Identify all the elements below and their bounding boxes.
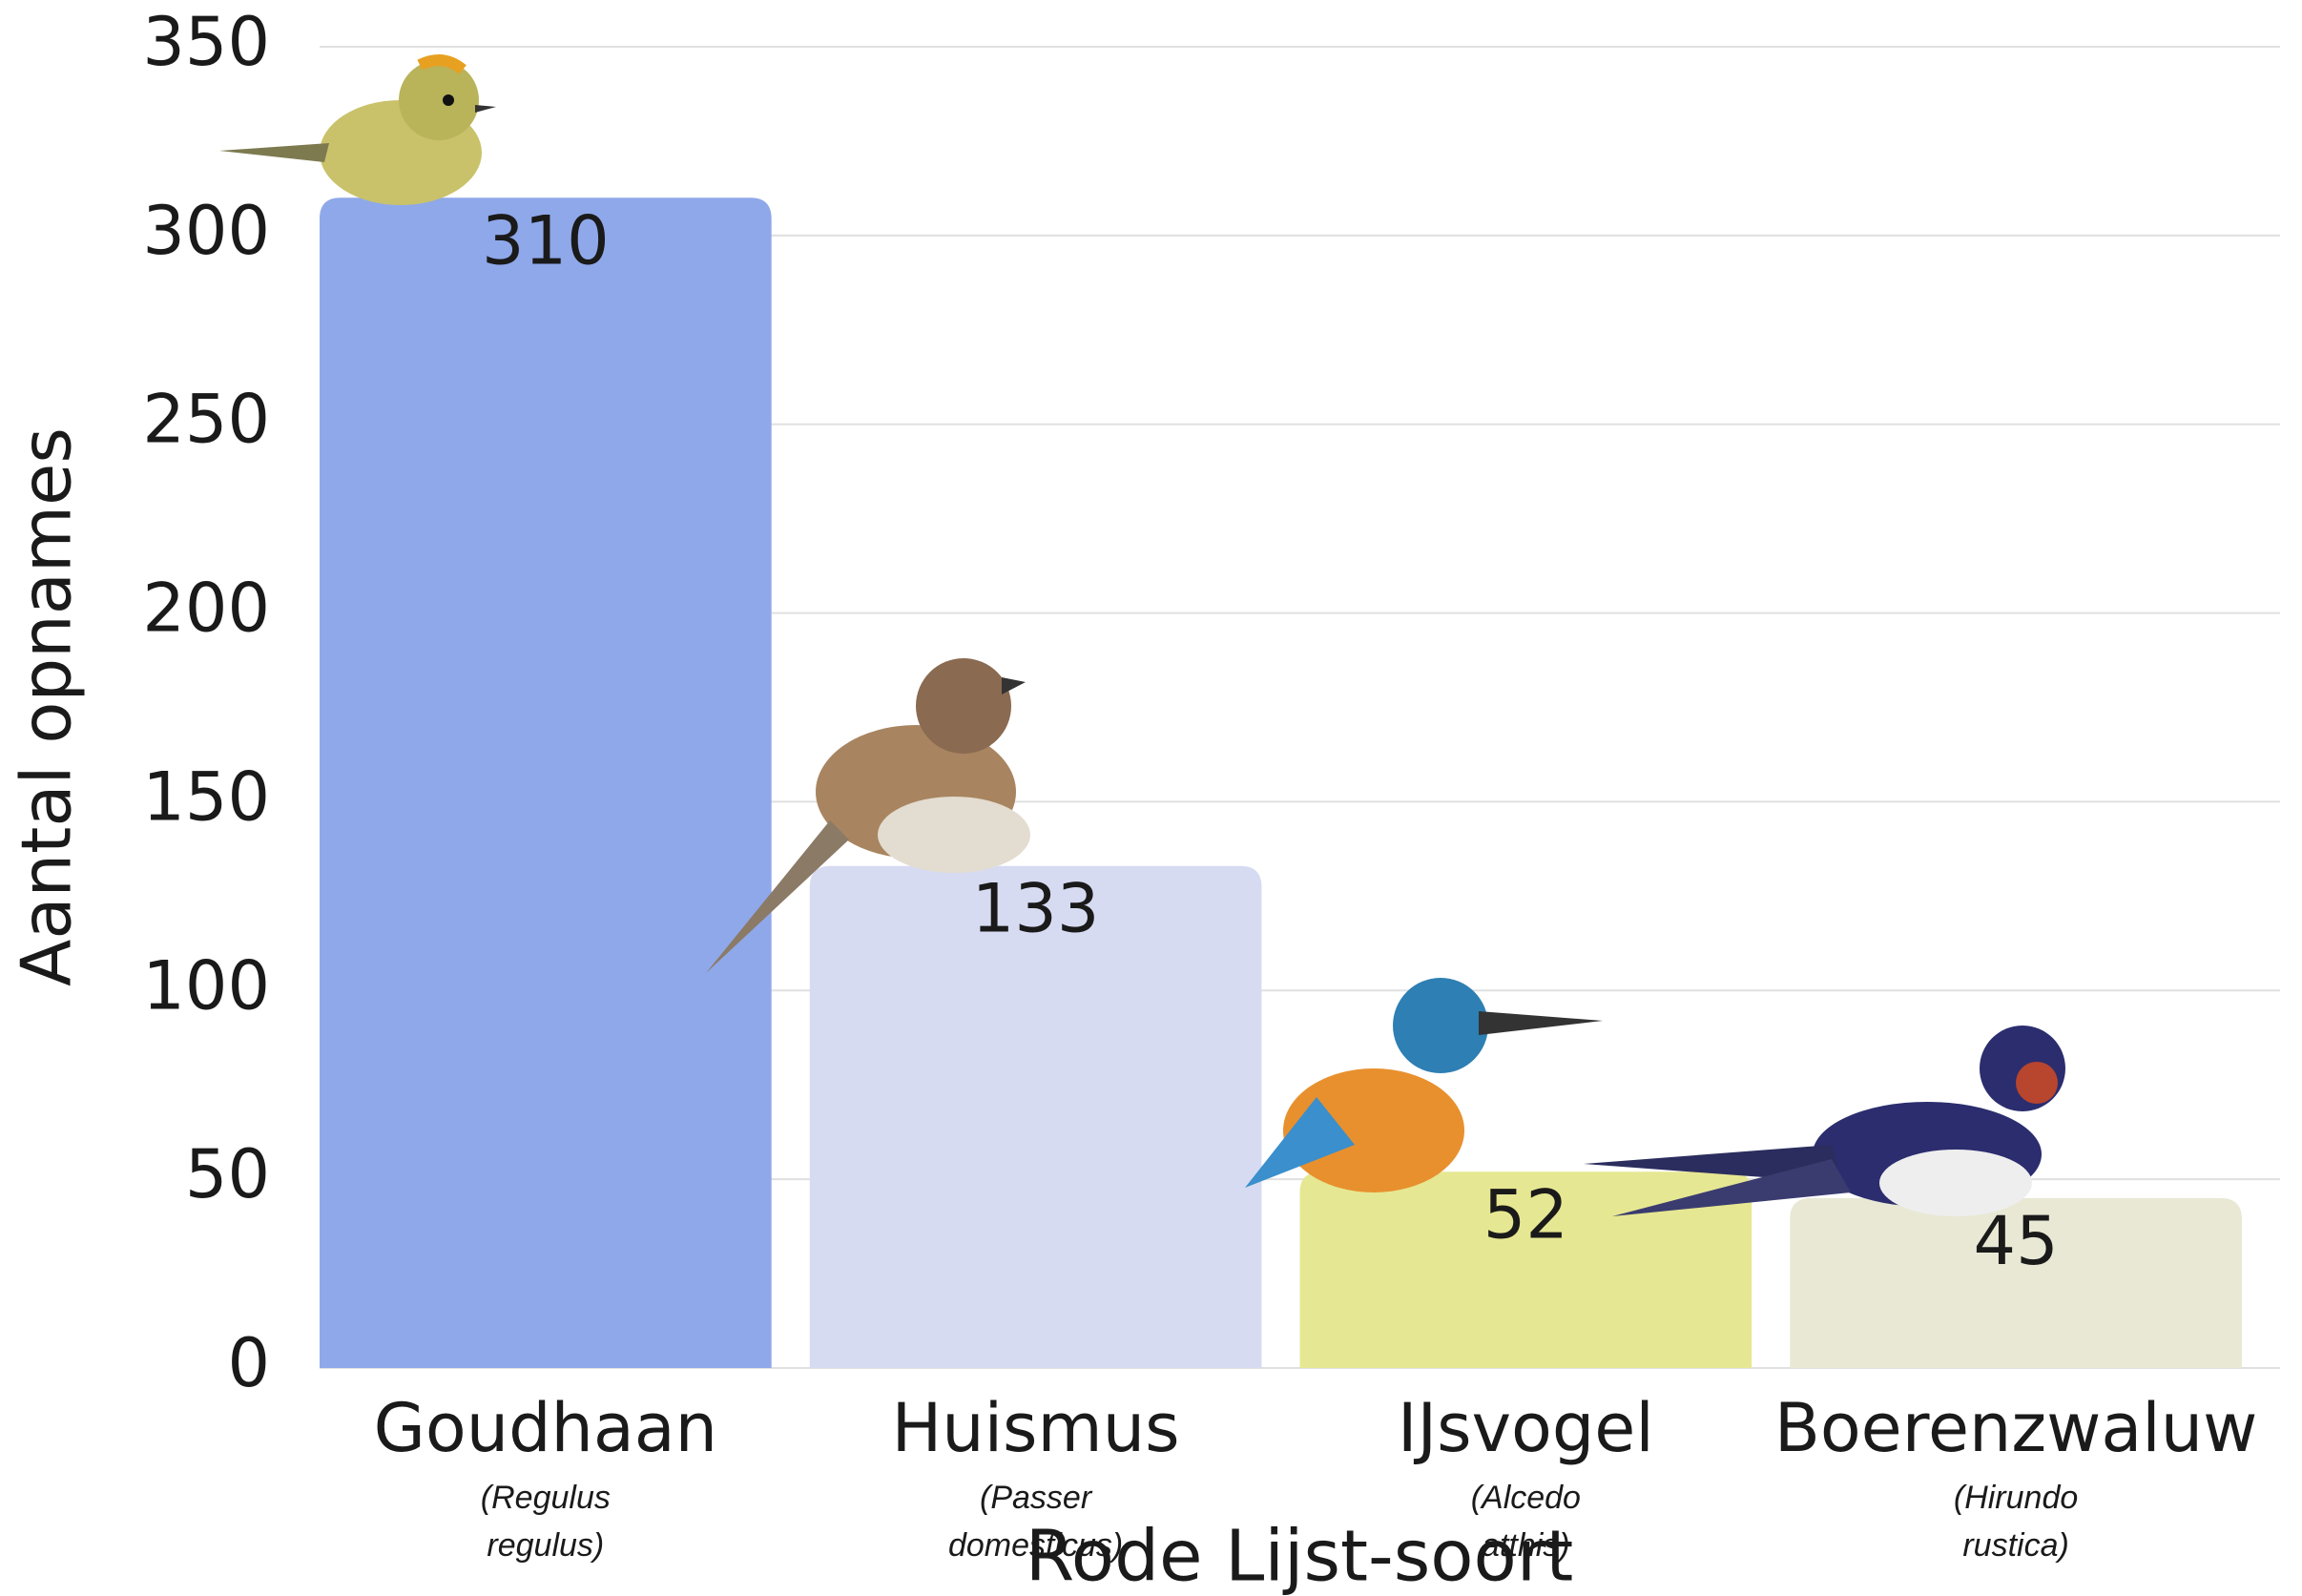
x-tick-label: Huismus bbox=[892, 1389, 1180, 1467]
y-tick-label: 100 bbox=[142, 946, 270, 1025]
x-tick-label: Boerenzwaluw bbox=[1774, 1389, 2258, 1467]
value-labels: 310 Goudhaan 133 Huismus 52 IJsvogel 45 Boerenz… bbox=[374, 201, 2258, 1467]
value-label: 45 bbox=[1974, 1202, 2059, 1280]
bird-swallow bbox=[1584, 1026, 2065, 1216]
y-tick-label: 150 bbox=[142, 757, 270, 836]
value-label: 310 bbox=[482, 201, 610, 280]
bird-goldcrest bbox=[219, 54, 496, 205]
x-tick-sublabel: (Passer domesticus) bbox=[947, 1480, 1124, 1564]
x-tick-sublabel: (Alcedo atthis) bbox=[1470, 1480, 1581, 1564]
x-tick-label: IJsvogel bbox=[1398, 1389, 1654, 1467]
x-axis-label: Rode Lijst-soort bbox=[1026, 1516, 1574, 1596]
y-tick-label: 350 bbox=[142, 3, 270, 81]
bird-sparrow bbox=[706, 658, 1030, 973]
x-tick-sublabel: (Regulus regulus) bbox=[480, 1480, 611, 1564]
value-label: 52 bbox=[1483, 1175, 1568, 1254]
y-tick-label: 0 bbox=[227, 1324, 270, 1402]
bar bbox=[809, 865, 1262, 1368]
x-tick-sublabel: (Hirundo rustica) bbox=[1953, 1480, 2079, 1564]
y-tick-label: 300 bbox=[142, 192, 270, 270]
bar bbox=[1790, 1197, 2242, 1368]
bars bbox=[320, 197, 2242, 1368]
bar bbox=[1299, 1171, 1752, 1368]
bird-kingfisher bbox=[1245, 978, 1603, 1192]
x-tick-label: Goudhaan bbox=[374, 1389, 717, 1467]
y-tick-label: 250 bbox=[142, 381, 270, 459]
y-tick-label: 200 bbox=[142, 570, 270, 648]
y-tick-label: 50 bbox=[185, 1135, 270, 1213]
y-axis-label: Aantal opnames bbox=[7, 427, 87, 986]
value-label: 133 bbox=[972, 870, 1100, 948]
bar bbox=[320, 197, 772, 1368]
